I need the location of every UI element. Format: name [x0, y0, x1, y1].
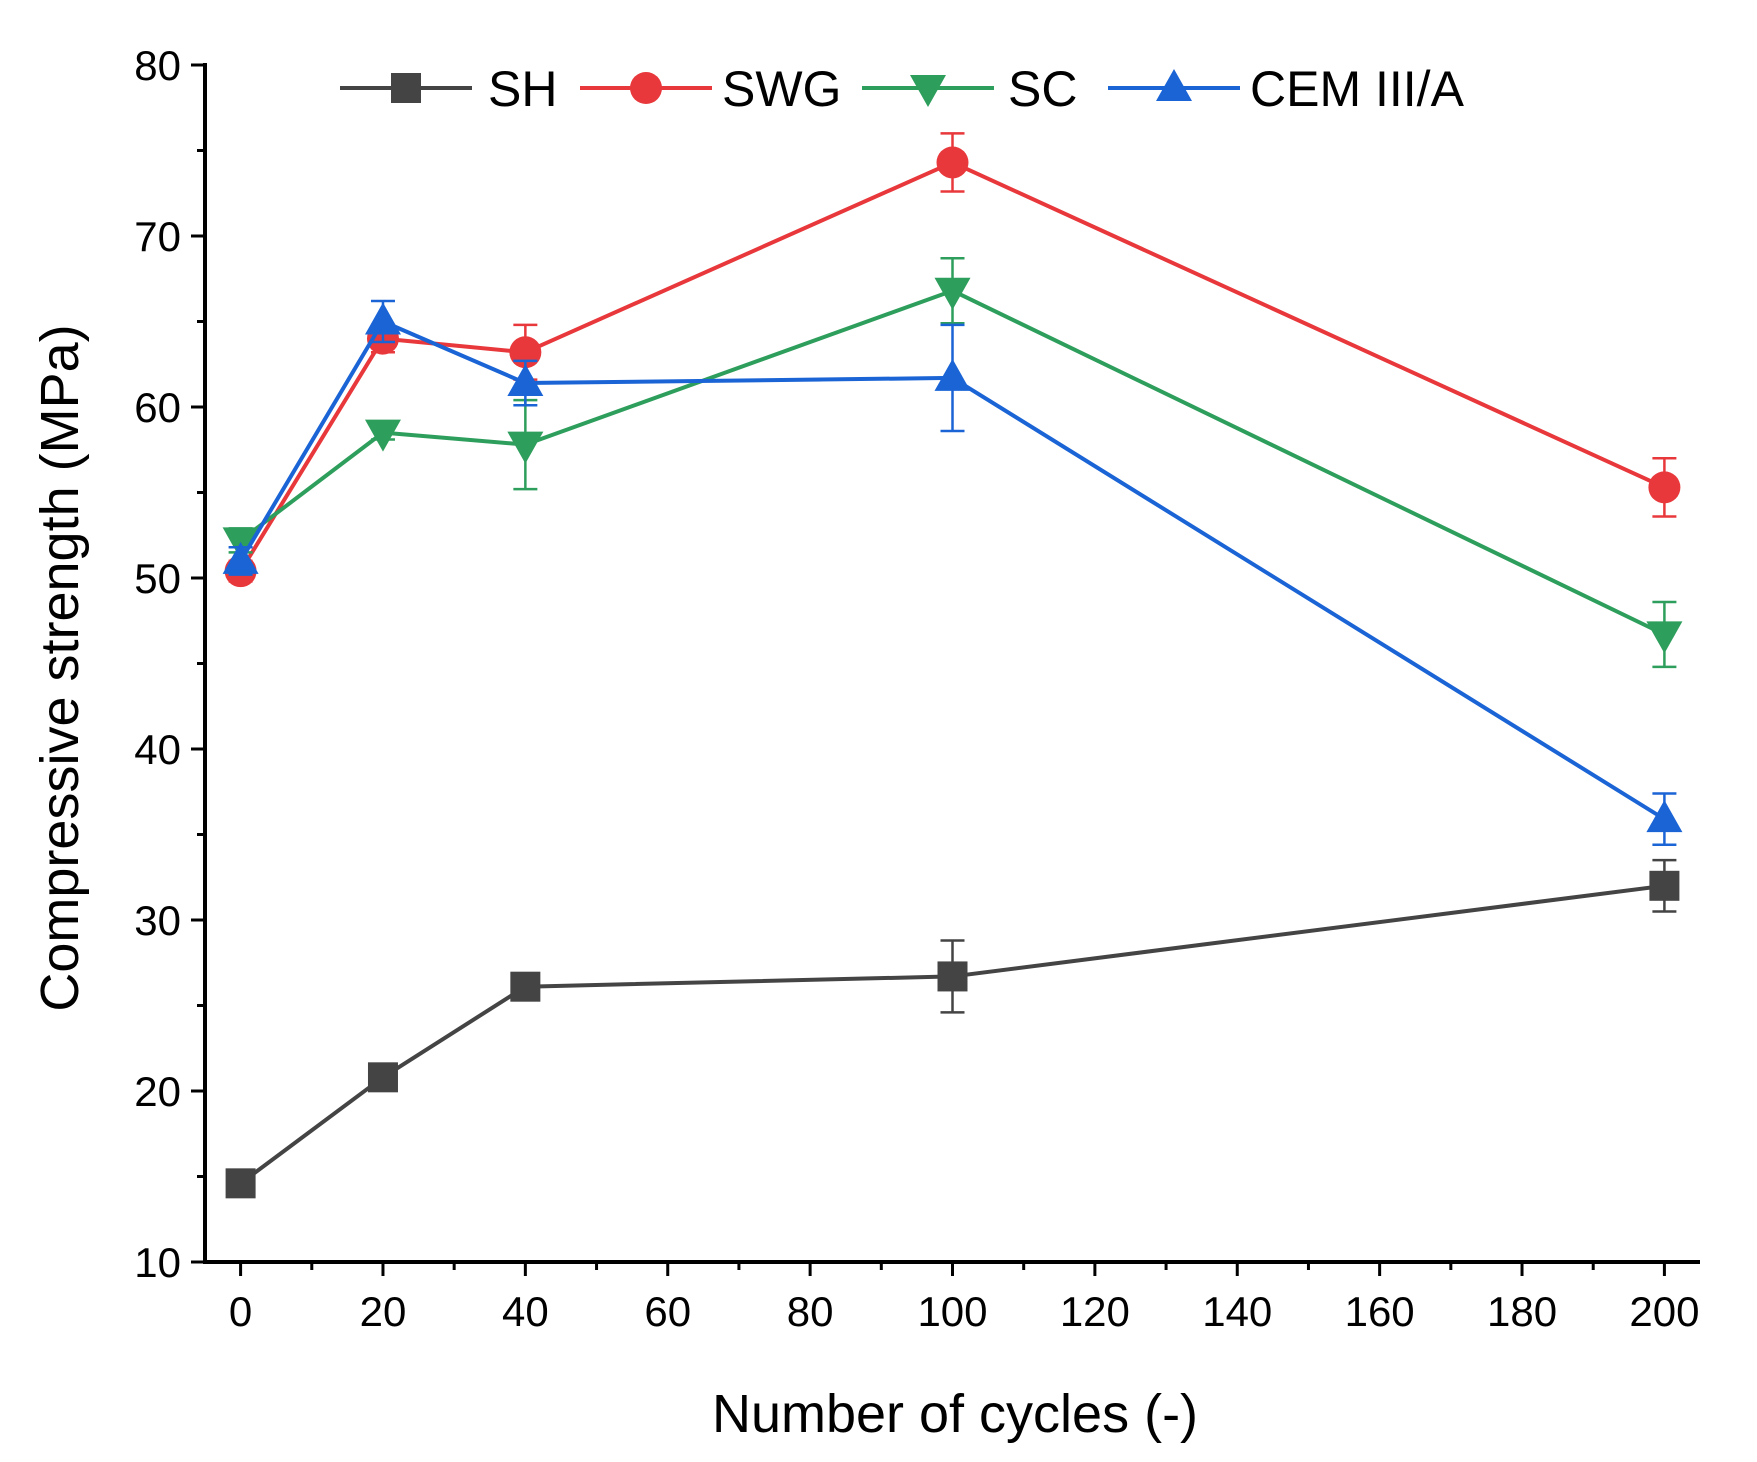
y-tick-label: 20 [134, 1068, 181, 1115]
series-line [239, 883, 1665, 1185]
legend-label: SWG [722, 61, 841, 117]
data-point [364, 302, 401, 335]
data-point [222, 541, 259, 574]
data-point [936, 146, 969, 179]
legend-marker [391, 73, 421, 103]
data-point [1649, 870, 1680, 901]
series-sc [222, 256, 1683, 669]
y-tick-label: 70 [134, 213, 181, 260]
data-point [364, 419, 401, 452]
x-tick-label: 140 [1202, 1288, 1272, 1335]
y-tick-label: 50 [134, 555, 181, 602]
data-point [934, 277, 971, 310]
data-point [507, 431, 544, 464]
legend-label: CEM III/A [1250, 61, 1465, 117]
legend-entry: SH [340, 61, 557, 117]
legend-entry: SC [862, 61, 1077, 117]
data-point [1648, 471, 1681, 504]
legend-marker [630, 72, 662, 104]
series-sh [225, 858, 1680, 1199]
data-point [1646, 800, 1683, 833]
data-point [225, 1168, 256, 1199]
series-cem-iii-a [222, 299, 1683, 847]
data-point [934, 358, 971, 391]
x-tick-label: 100 [917, 1288, 987, 1335]
legend-label: SC [1008, 61, 1077, 117]
x-tick-label: 0 [229, 1288, 252, 1335]
data-point [507, 364, 544, 397]
y-tick-label: 40 [134, 726, 181, 773]
y-tick-label: 80 [134, 42, 181, 89]
y-axis-title: Compressive strength (MPa) [30, 324, 90, 1011]
y-tick-label: 30 [134, 897, 181, 944]
x-tick-label: 160 [1345, 1288, 1415, 1335]
x-tick-label: 80 [787, 1288, 834, 1335]
legend-entry: CEM III/A [1108, 61, 1465, 117]
legend-label: SH [488, 61, 557, 117]
legend-marker [1156, 69, 1192, 101]
legend-marker [910, 75, 946, 107]
x-tick-label: 120 [1060, 1288, 1130, 1335]
axes [203, 63, 1700, 1264]
x-tick-label: 60 [644, 1288, 691, 1335]
data-point [1646, 621, 1683, 654]
x-tick-label: 200 [1629, 1288, 1699, 1335]
x-axis-title: Number of cycles (-) [712, 1384, 1198, 1444]
y-tick-label: 60 [134, 384, 181, 431]
y-tick-label: 10 [134, 1239, 181, 1286]
legend: SH SWG SC CEM III/A [340, 61, 1465, 117]
legend-entry: SWG [580, 61, 841, 117]
x-tick-label: 20 [360, 1288, 407, 1335]
data-point [367, 1062, 398, 1093]
series-layer [222, 132, 1683, 1199]
x-tick-label: 180 [1487, 1288, 1557, 1335]
x-tick-label: 40 [502, 1288, 549, 1335]
ticks: 0 20 40 60 80 100 120 140 160 180 200 10 20 30 40 50 60 7… [134, 42, 1699, 1335]
data-point [937, 961, 968, 992]
data-point [510, 971, 541, 1002]
